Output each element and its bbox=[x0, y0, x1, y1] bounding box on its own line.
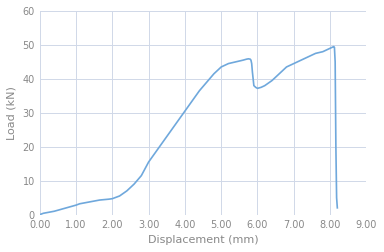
X-axis label: Displacement (mm): Displacement (mm) bbox=[148, 235, 258, 245]
Y-axis label: Load (kN): Load (kN) bbox=[7, 86, 17, 140]
